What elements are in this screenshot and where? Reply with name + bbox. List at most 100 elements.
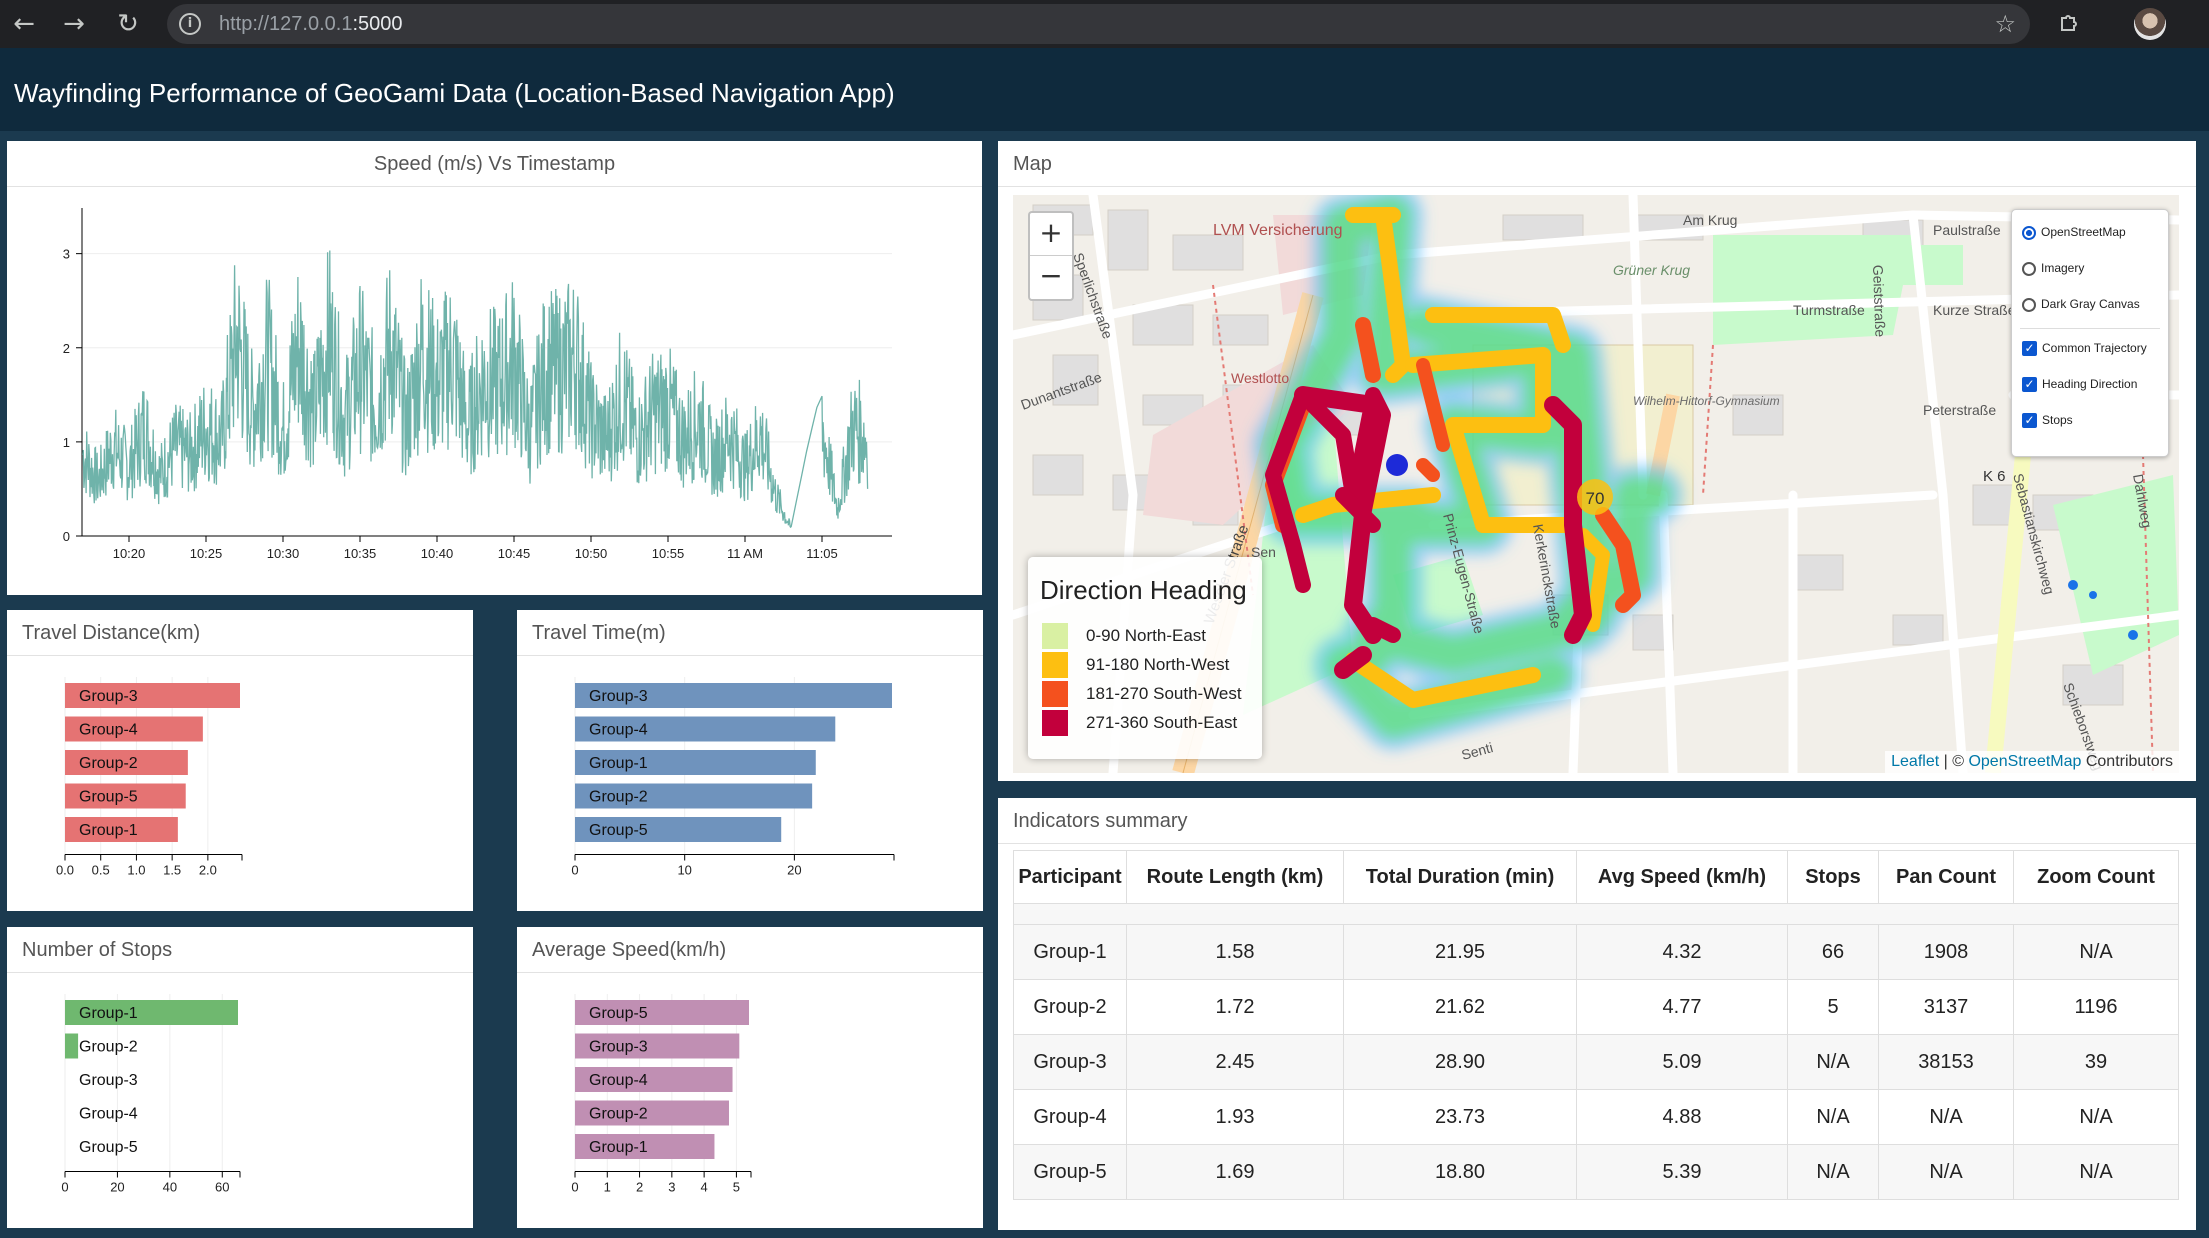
svg-text:Grüner Krug: Grüner Krug <box>1613 262 1690 278</box>
bar <box>575 817 782 842</box>
table-cell: N/A <box>2013 924 2179 980</box>
table-spacer-row <box>1013 903 2179 925</box>
table-cell: 38153 <box>1878 1034 2014 1090</box>
stops-panel: Number of Stops 0 20 40 60 Group-1 Group-2 Gro… <box>7 927 473 1228</box>
x-tick-label: 20 <box>110 1180 124 1195</box>
bar-category-label: Group-1 <box>79 1005 138 1022</box>
table-cell: 5.39 <box>1576 1144 1788 1200</box>
table-cell: 1.69 <box>1126 1144 1344 1200</box>
avg-speed-chart: 0 1 2 3 4 5 Group-5 Group-3 Group-4 Group-2 Group-… <box>571 994 752 1195</box>
x-tick-label: 2 <box>636 1180 643 1195</box>
travel-time-panel: Travel Time(m) 0 10 20 Group-3 Group-4 Group-… <box>517 610 983 911</box>
travel-distance-title: Travel Distance(km) <box>7 610 473 656</box>
table-cell: Group-5 <box>1013 1144 1127 1200</box>
bar <box>65 716 203 742</box>
bar-category-label: Group-3 <box>589 688 648 705</box>
column-header: Stops <box>1787 850 1879 904</box>
x-tick-label: 10:50 <box>575 546 608 561</box>
y-tick-label: 0 <box>63 529 70 544</box>
x-tick-label: 1 <box>604 1180 611 1195</box>
x-tick-label: 10:55 <box>652 546 685 561</box>
bar-category-label: Group-2 <box>79 755 138 772</box>
bar <box>575 1067 733 1092</box>
travel-time-title: Travel Time(m) <box>517 610 983 656</box>
back-arrow-icon[interactable]: ← <box>13 9 35 39</box>
site-info-icon[interactable]: i <box>179 13 201 35</box>
table-cell: 1.58 <box>1126 924 1344 980</box>
table-cell: Group-3 <box>1013 1034 1127 1090</box>
x-tick-label: 0.0 <box>56 863 74 878</box>
leaflet-link[interactable]: Leaflet <box>1891 753 1940 770</box>
table-cell: 21.95 <box>1343 924 1577 980</box>
legend-swatch <box>1042 681 1068 707</box>
table-row: Group-3 2.45 28.90 5.09 N/A 38153 39 <box>1013 1034 2179 1090</box>
table-cell: 4.77 <box>1576 979 1788 1035</box>
bar <box>65 1033 79 1059</box>
extensions-puzzle-icon[interactable] <box>2058 10 2082 34</box>
stops-cluster-label[interactable]: 70 <box>1586 489 1605 508</box>
column-header: Route Length (km) <box>1126 850 1344 904</box>
map-panel: Map <box>998 141 2196 781</box>
x-tick-label: 0.5 <box>92 863 110 878</box>
bar <box>575 1000 749 1025</box>
table-cell: 1196 <box>2013 979 2179 1035</box>
bar <box>65 817 178 842</box>
bar <box>575 1134 715 1159</box>
column-header: Zoom Count <box>2013 850 2179 904</box>
layer-dark-gray-canvas[interactable]: Dark Gray Canvas <box>2022 294 2140 314</box>
layer-divider <box>2020 328 2160 329</box>
overlay-common-trajectory[interactable]: ✓ Common Trajectory <box>2022 338 2147 358</box>
checkbox-checked-icon[interactable]: ✓ <box>2022 341 2037 357</box>
y-tick-label: 1 <box>63 435 70 450</box>
travel-distance-panel: Travel Distance(km) 0.0 0.5 1.0 1.5 2.0 Group… <box>7 610 473 911</box>
overlay-stops[interactable]: ✓ Stops <box>2022 410 2073 430</box>
bar-category-label: Group-3 <box>79 688 138 705</box>
column-header: Avg Speed (km/h) <box>1576 850 1788 904</box>
table-cell: 5.09 <box>1576 1034 1788 1090</box>
radio-icon[interactable] <box>2022 297 2036 312</box>
url-port: :5000 <box>352 13 403 35</box>
svg-text:Peterstraße: Peterstraße <box>1923 402 1996 418</box>
bookmark-star-icon[interactable]: ☆ <box>1994 10 2016 38</box>
address-bar[interactable]: i http://127.0.0.1:5000 ☆ <box>167 4 2030 44</box>
radio-selected-icon[interactable] <box>2022 225 2036 240</box>
overlay-heading-direction[interactable]: ✓ Heading Direction <box>2022 374 2137 394</box>
reload-icon[interactable]: ↻ <box>117 9 139 39</box>
profile-avatar[interactable] <box>2134 8 2166 40</box>
x-tick-label: 5 <box>733 1180 740 1195</box>
bar <box>65 750 188 775</box>
forward-arrow-icon[interactable]: → <box>63 9 85 39</box>
url-text[interactable]: http://127.0.0.1:5000 <box>219 13 403 36</box>
map-canvas[interactable]: 70 LVM Versicherung Am Krug Paulstraße G… <box>1013 195 2179 773</box>
legend-item-north-east: 0-90 North-East <box>1042 623 1206 649</box>
table-cell: Group-1 <box>1013 924 1127 980</box>
column-header: Pan Count <box>1878 850 2014 904</box>
checkbox-checked-icon[interactable]: ✓ <box>2022 413 2037 429</box>
layer-imagery[interactable]: Imagery <box>2022 258 2084 278</box>
layer-openstreetmap[interactable]: OpenStreetMap <box>2022 222 2126 242</box>
bar-category-label: Group-3 <box>589 1039 648 1056</box>
bar-category-label: Group-5 <box>589 822 648 839</box>
checkbox-checked-icon[interactable]: ✓ <box>2022 377 2037 393</box>
zoom-out-button[interactable]: − <box>1039 259 1063 292</box>
zoom-in-button[interactable]: + <box>1030 213 1072 256</box>
avg-speed-panel: Average Speed(km/h) 0 1 2 3 4 5 Group-5 Group-3… <box>517 927 983 1228</box>
bar <box>65 1000 238 1025</box>
map-tiles[interactable]: 70 LVM Versicherung Am Krug Paulstraße G… <box>1013 195 2179 773</box>
table-cell: 2.45 <box>1126 1034 1344 1090</box>
bar-category-label: Group-3 <box>79 1072 138 1089</box>
bar-category-label: Group-4 <box>589 722 648 739</box>
svg-text:K 6: K 6 <box>1983 468 2006 485</box>
avg-speed-title: Average Speed(km/h) <box>517 927 983 973</box>
bar-category-label: Group-2 <box>79 1039 138 1056</box>
x-tick-label: 10:35 <box>344 546 377 561</box>
table-cell: N/A <box>1787 1089 1879 1145</box>
speed-chart-title: Speed (m/s) Vs Timestamp <box>7 141 982 187</box>
table-cell: 3137 <box>1878 979 2014 1035</box>
legend-item-south-east: 271-360 South-East <box>1042 710 1237 736</box>
x-tick-label: 10:20 <box>113 546 146 561</box>
radio-icon[interactable] <box>2022 261 2036 276</box>
table-cell: Group-2 <box>1013 979 1127 1035</box>
map-title: Map <box>998 141 2196 187</box>
osm-link[interactable]: OpenStreetMap <box>1968 753 2082 770</box>
